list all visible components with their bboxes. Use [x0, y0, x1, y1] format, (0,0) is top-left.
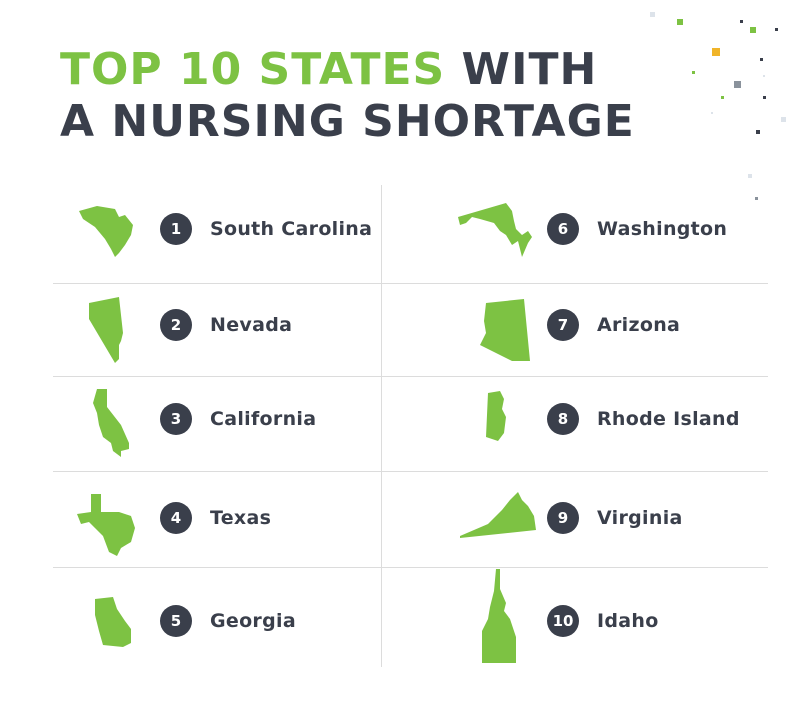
column-divider: [381, 185, 382, 667]
rank-badge: 6: [547, 213, 579, 245]
state-name: Nevada: [210, 314, 293, 336]
state-item-10: 10 Idaho: [382, 569, 768, 663]
state-item-8: 8 Rhode Island: [382, 391, 768, 443]
state-item-3: 3 California: [53, 389, 381, 457]
state-name: South Carolina: [210, 218, 373, 240]
row-divider: [53, 567, 768, 568]
rank-badge: 10: [547, 605, 579, 637]
south-carolina-icon: [79, 206, 133, 257]
state-name: Virginia: [597, 507, 683, 529]
state-item-2: 2 Nevada: [53, 297, 381, 363]
rank-badge: 5: [160, 605, 192, 637]
row-divider: [53, 283, 768, 284]
title-line2: A NURSING SHORTAGE: [60, 96, 635, 147]
state-name: Texas: [210, 507, 272, 529]
rhode-island-icon: [486, 391, 506, 441]
nevada-icon: [89, 297, 123, 363]
rank-badge: 3: [160, 403, 192, 435]
rank-badge: 2: [160, 309, 192, 341]
state-name: Washington: [597, 218, 728, 240]
california-icon: [93, 389, 129, 457]
title-rest: WITH: [445, 44, 598, 95]
row-divider: [53, 471, 768, 472]
state-name: Rhode Island: [597, 408, 740, 430]
states-grid: 1 South Carolina 2 Nevada 3 California 4…: [53, 185, 768, 667]
row-divider: [53, 376, 768, 377]
title-highlight: TOP 10 STATES: [60, 44, 446, 95]
rank-badge: 4: [160, 502, 192, 534]
state-item-4: 4 Texas: [53, 494, 381, 556]
state-item-9: 9 Virginia: [382, 492, 768, 542]
rank-badge: 9: [547, 502, 579, 534]
virginia-icon: [460, 492, 536, 538]
state-name: California: [210, 408, 317, 430]
maryland-dc-icon: [458, 203, 532, 257]
state-name: Arizona: [597, 314, 681, 336]
rank-badge: 1: [160, 213, 192, 245]
decorative-squares-icon: [650, 12, 786, 200]
state-item-1: 1 South Carolina: [53, 206, 381, 257]
arizona-icon: [480, 299, 530, 361]
georgia-icon: [95, 597, 131, 647]
rank-badge: 8: [547, 403, 579, 435]
state-name: Idaho: [597, 610, 659, 632]
state-item-5: 5 Georgia: [53, 597, 381, 647]
texas-icon: [77, 494, 135, 556]
idaho-icon: [482, 569, 516, 663]
page-title: TOP 10 STATES WITH A NURSING SHORTAGE: [60, 44, 635, 148]
rank-badge: 7: [547, 309, 579, 341]
state-item-7: 7 Arizona: [382, 299, 768, 361]
state-item-6: 6 Washington: [382, 203, 768, 257]
state-name: Georgia: [210, 610, 296, 632]
